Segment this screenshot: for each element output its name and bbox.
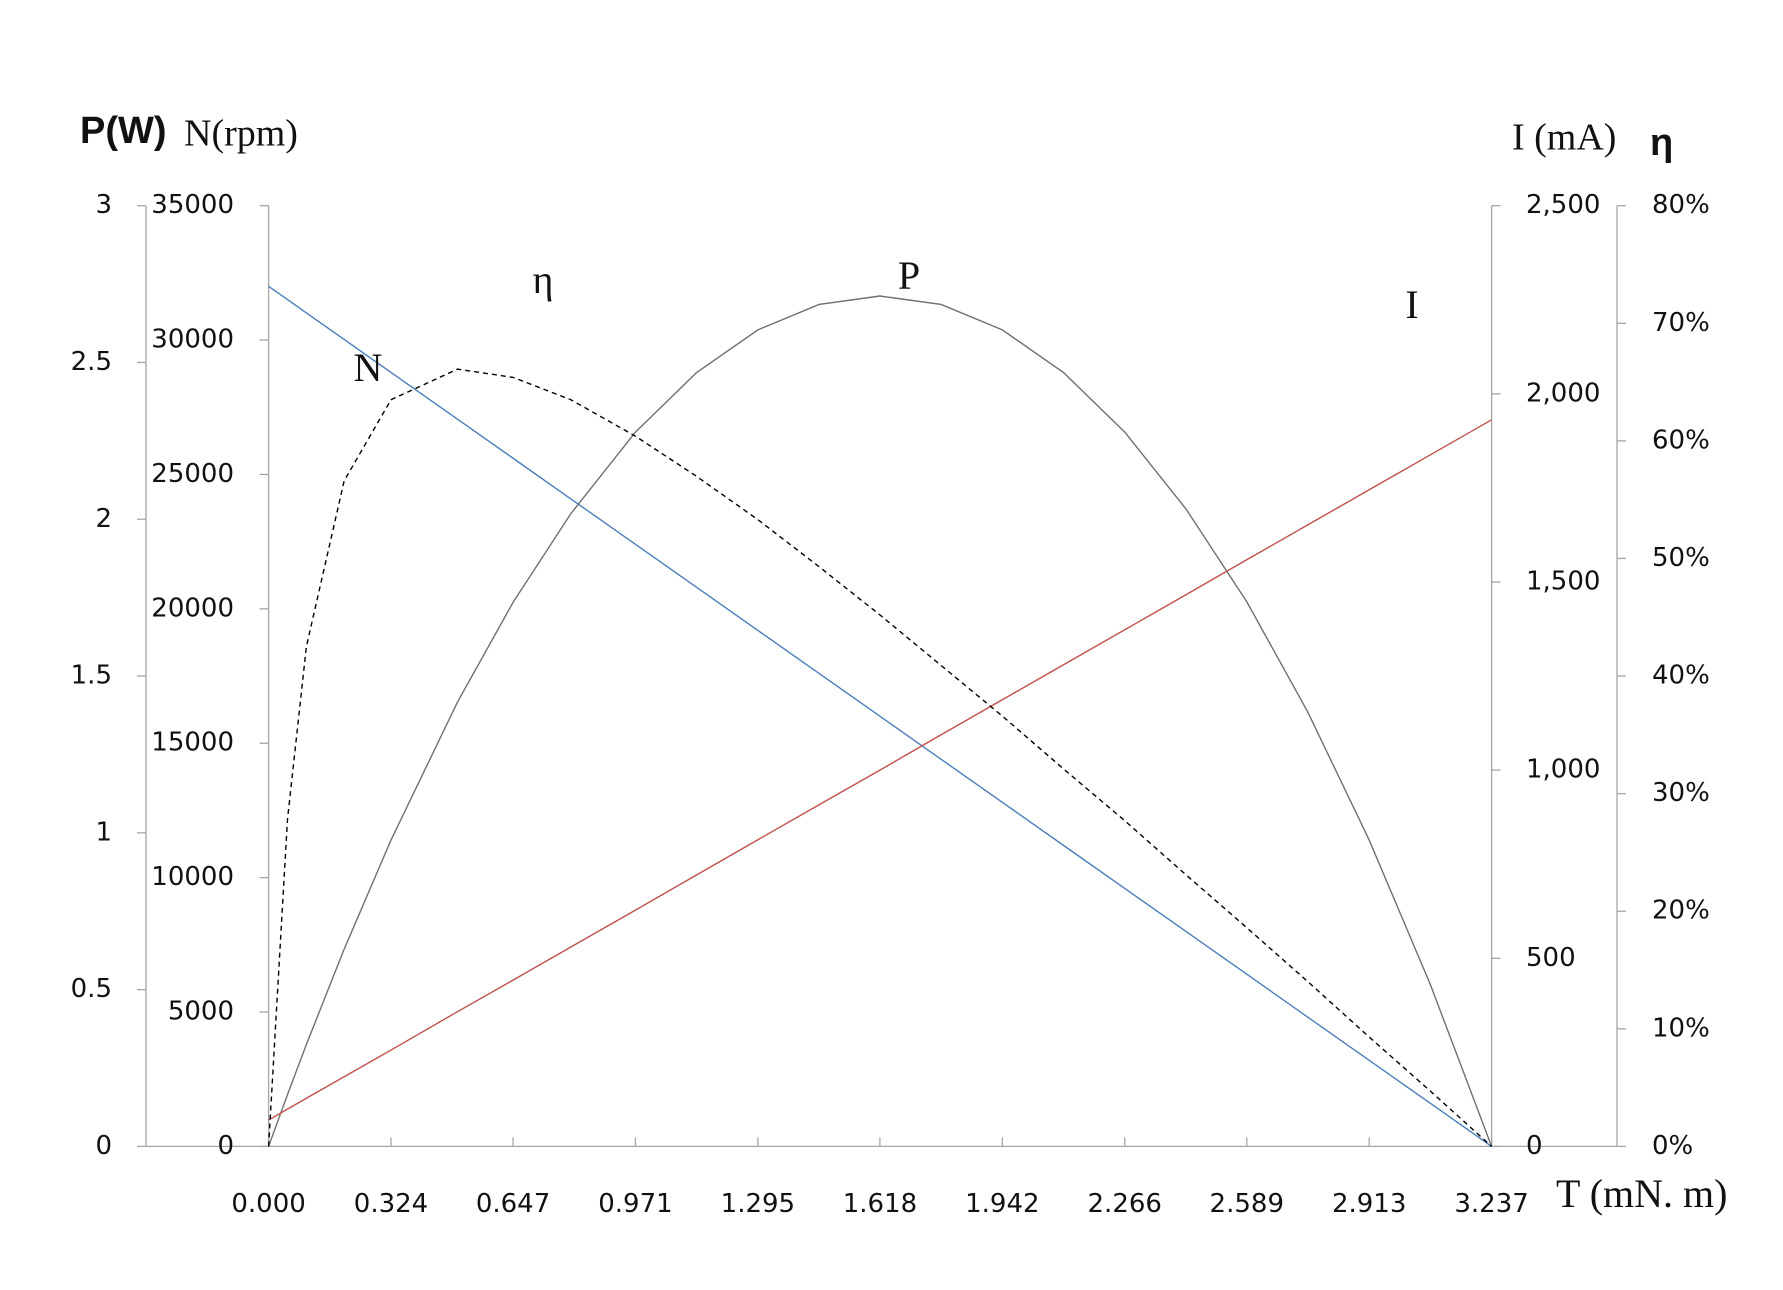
series-label: I xyxy=(1405,282,1418,327)
y-tick-label: 10% xyxy=(1652,1013,1710,1043)
y-tick-label: 25000 xyxy=(151,459,234,489)
y-tick-label: 2,500 xyxy=(1526,190,1600,220)
x-tick-label: 1.295 xyxy=(721,1189,795,1219)
x-tick-label: 0.000 xyxy=(231,1189,305,1219)
y-tick-label: 0 xyxy=(1526,1131,1543,1161)
y-tick-label: 1,000 xyxy=(1526,755,1600,785)
x-tick-label: 2.913 xyxy=(1332,1189,1406,1219)
axis-title: P(W) xyxy=(80,110,167,152)
series-line xyxy=(268,285,1493,1147)
y-tick-label: 2,000 xyxy=(1526,378,1600,408)
y-tick-label: 30000 xyxy=(151,325,234,355)
series-line xyxy=(267,368,1493,1147)
series-label: P xyxy=(898,253,920,298)
y-tick-label: 70% xyxy=(1652,308,1710,338)
y-tick-label: 15000 xyxy=(151,728,234,758)
x-tick-label: 3.237 xyxy=(1454,1189,1528,1219)
y-tick-label: 0 xyxy=(95,1131,112,1161)
series-line xyxy=(267,295,1493,1147)
y-tick-label: 40% xyxy=(1652,661,1710,691)
axis-title: N(rpm) xyxy=(184,113,298,155)
y-tick-label: 60% xyxy=(1652,425,1710,455)
axis-title: T (mN. m) xyxy=(1556,1171,1727,1216)
y-tick-label: 50% xyxy=(1652,543,1710,573)
y-tick-label: 20000 xyxy=(151,593,234,623)
y-tick-label: 3 xyxy=(95,190,112,220)
y-tick-label: 0% xyxy=(1652,1131,1693,1161)
y-tick-label: 1,500 xyxy=(1526,566,1600,596)
y-tick-label: 10000 xyxy=(151,862,234,892)
y-tick-label: 500 xyxy=(1526,943,1576,973)
series-label: N xyxy=(354,345,383,390)
y-tick-label: 0.5 xyxy=(71,974,112,1004)
y-tick-label: 1 xyxy=(95,817,112,847)
y-tick-label: 2 xyxy=(95,504,112,534)
y-tick-label: 20% xyxy=(1652,896,1710,926)
x-tick-label: 1.942 xyxy=(965,1189,1039,1219)
axis-title: η xyxy=(1650,122,1673,164)
x-tick-label: 2.589 xyxy=(1210,1189,1284,1219)
y-tick-label: 30% xyxy=(1652,778,1710,808)
y-tick-label: 1.5 xyxy=(71,661,112,691)
y-tick-label: 2.5 xyxy=(71,347,112,377)
series-line xyxy=(268,419,1492,1121)
y-tick-label: 80% xyxy=(1652,190,1710,220)
y-tick-label: 0 xyxy=(217,1131,234,1161)
x-tick-label: 2.266 xyxy=(1088,1189,1162,1219)
y-tick-label: 5000 xyxy=(168,997,234,1027)
x-tick-label: 0.971 xyxy=(598,1189,672,1219)
y-tick-label: 35000 xyxy=(151,190,234,220)
x-tick-label: 1.618 xyxy=(843,1189,917,1219)
axis-title: I (mA) xyxy=(1512,117,1616,159)
x-tick-label: 0.647 xyxy=(476,1189,550,1219)
x-tick-label: 0.324 xyxy=(354,1189,428,1219)
series-label: η xyxy=(533,257,554,302)
